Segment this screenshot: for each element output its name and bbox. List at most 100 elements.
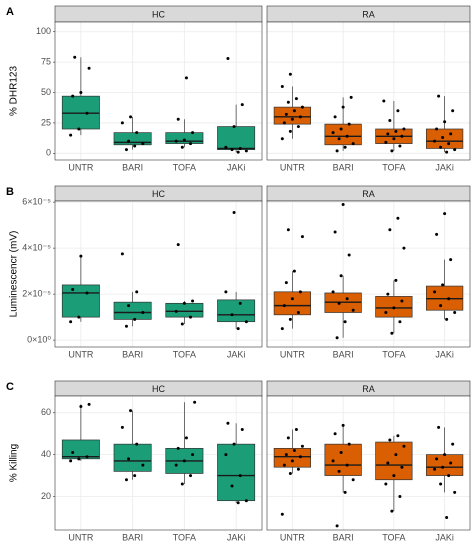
point <box>286 100 290 104</box>
point <box>124 478 128 482</box>
point <box>449 132 453 136</box>
x-tick-label: BARI <box>122 162 143 172</box>
point <box>141 463 145 467</box>
box <box>113 301 152 320</box>
point <box>77 127 81 131</box>
point <box>189 142 193 146</box>
point <box>382 99 386 103</box>
point <box>349 95 353 99</box>
point <box>345 134 349 138</box>
point <box>290 117 294 121</box>
point <box>290 297 294 301</box>
box <box>217 443 256 502</box>
x-tick-label: JAKi <box>227 349 246 359</box>
point <box>447 474 451 478</box>
point <box>386 132 390 136</box>
strip-label: RA <box>362 384 375 394</box>
point <box>87 402 91 406</box>
point <box>341 105 345 109</box>
point <box>230 148 234 152</box>
y-tick-label: 0×10⁰ <box>27 334 51 344</box>
point <box>244 499 248 503</box>
point <box>335 336 339 340</box>
point <box>449 461 453 465</box>
point <box>335 149 339 153</box>
point <box>300 235 304 239</box>
point <box>331 459 335 463</box>
point <box>445 150 449 154</box>
point <box>288 471 292 475</box>
point <box>135 442 139 446</box>
point <box>280 327 284 331</box>
y-axis-title: % Killing <box>9 444 20 482</box>
point <box>189 315 193 319</box>
x-tick-label: TOFA <box>173 162 196 172</box>
point <box>351 142 355 146</box>
point <box>127 457 131 461</box>
plot-border <box>54 21 263 161</box>
y-tick-label: 100 <box>36 26 51 36</box>
point <box>182 138 186 142</box>
point <box>174 463 178 467</box>
point <box>127 139 131 143</box>
point <box>441 283 445 287</box>
point <box>238 301 242 305</box>
point <box>292 269 296 273</box>
point <box>288 72 292 76</box>
point <box>337 469 341 473</box>
y-tick-label: 40 <box>41 449 51 459</box>
box <box>217 299 256 323</box>
strip-label: HC <box>152 384 165 394</box>
x-tick-label: BARI <box>122 349 143 359</box>
point <box>236 501 240 505</box>
point <box>184 76 188 80</box>
x-tick-label: JAKi <box>435 349 454 359</box>
point <box>439 482 443 486</box>
point <box>390 149 394 153</box>
point <box>133 317 137 321</box>
point <box>343 145 347 149</box>
point <box>439 145 443 149</box>
y-tick-label: 50 <box>41 87 51 97</box>
point <box>284 453 288 457</box>
point <box>286 228 290 232</box>
point <box>345 297 349 301</box>
point <box>392 137 396 141</box>
point <box>384 482 388 486</box>
x-tick-label: JAKi <box>227 532 246 542</box>
point <box>284 112 288 116</box>
point <box>333 230 337 234</box>
point <box>280 512 284 516</box>
point <box>133 144 137 148</box>
point <box>339 274 343 278</box>
point <box>129 115 133 119</box>
point <box>280 137 284 141</box>
point <box>449 258 453 262</box>
point <box>176 243 180 247</box>
box <box>165 132 204 144</box>
point <box>351 308 355 312</box>
point <box>85 455 89 459</box>
point <box>343 490 347 494</box>
point <box>453 148 457 152</box>
point <box>443 120 447 124</box>
point <box>135 290 139 294</box>
point <box>435 127 439 131</box>
point <box>300 105 304 109</box>
point <box>226 56 230 60</box>
strip-label: RA <box>362 9 375 19</box>
x-tick-label: BARI <box>333 532 354 542</box>
point <box>71 288 75 292</box>
point <box>294 428 298 431</box>
point <box>441 465 445 469</box>
point <box>224 290 228 294</box>
point <box>176 117 180 121</box>
point <box>443 453 447 457</box>
box <box>426 128 464 149</box>
plot-border <box>266 395 471 531</box>
panel-label: B <box>6 186 14 198</box>
point <box>79 254 83 258</box>
point <box>343 320 347 324</box>
point <box>433 290 437 294</box>
box <box>61 284 100 318</box>
